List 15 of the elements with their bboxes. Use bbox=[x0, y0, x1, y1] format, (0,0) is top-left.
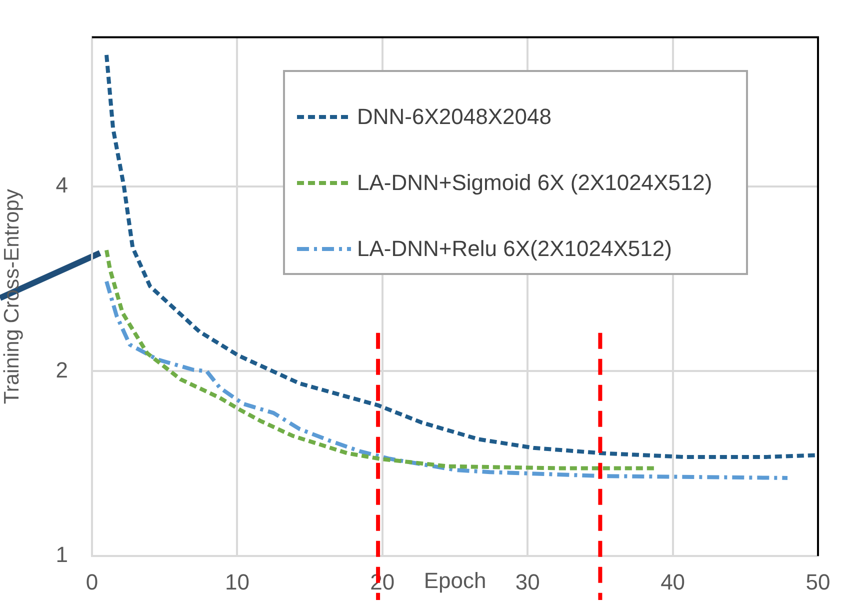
legend-label: LA-DNN+Sigmoid 6X (2X1024X512) bbox=[357, 170, 712, 196]
y-tick-label: 2 bbox=[56, 357, 68, 382]
legend-label: LA-DNN+Relu 6X(2X1024X512) bbox=[357, 236, 672, 262]
legend-label: DNN-6X2048X2048 bbox=[357, 104, 552, 130]
x-tick-label: 0 bbox=[86, 569, 98, 594]
y-axis-title: Training Cross-Entropy bbox=[0, 188, 24, 404]
x-tick-label: 40 bbox=[660, 569, 686, 594]
x-tick-label: 50 bbox=[806, 569, 830, 594]
line-series bbox=[104, 52, 818, 459]
x-tick-label: 10 bbox=[224, 569, 250, 594]
y-tick-label: 4 bbox=[56, 172, 68, 198]
y-tick-label: 1 bbox=[56, 542, 68, 568]
x-axis-title: Epoch bbox=[424, 568, 486, 594]
line-series bbox=[104, 279, 790, 480]
x-tick-label: 30 bbox=[515, 569, 540, 594]
